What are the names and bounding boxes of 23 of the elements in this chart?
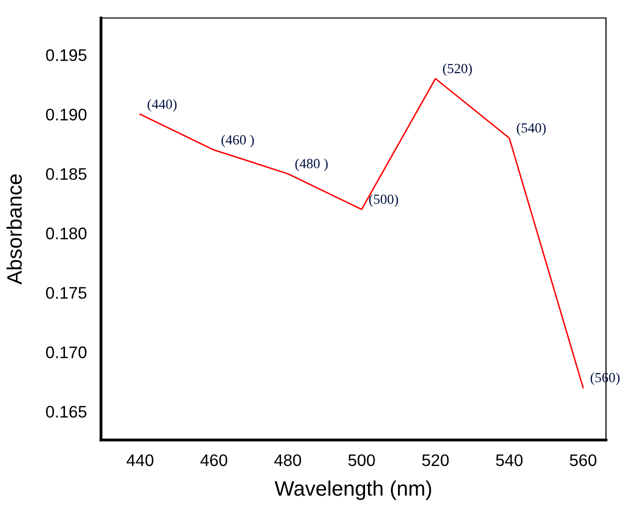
annotation: (440) bbox=[148, 99, 177, 112]
x-tick-label: 500 bbox=[348, 454, 375, 466]
x-tick-label: 460 bbox=[200, 454, 228, 466]
x-tick-label: 520 bbox=[422, 454, 449, 466]
annotation: (500) bbox=[369, 194, 398, 207]
x-tick-label: 560 bbox=[570, 454, 596, 466]
y-axis-title: Absorbance bbox=[6, 174, 22, 285]
y-tick-label: 0.170 bbox=[46, 346, 86, 358]
annotation: (520) bbox=[443, 63, 472, 76]
x-tick-label: 480 bbox=[274, 454, 302, 466]
annotation: (460 ) bbox=[222, 134, 254, 148]
y-tick-label: 0.190 bbox=[46, 108, 86, 120]
line-series bbox=[139, 78, 584, 388]
y-tick-label: 0.180 bbox=[46, 228, 86, 240]
annotation: (480 ) bbox=[295, 158, 328, 172]
y-tick-label: 0.195 bbox=[46, 49, 86, 62]
x-tick-label: 540 bbox=[496, 454, 523, 466]
annotation: (540) bbox=[516, 122, 546, 136]
x-tick-label: 440 bbox=[126, 454, 154, 466]
x-axis-title: Wavelength (nm) bbox=[274, 480, 432, 500]
y-tick-label: 0.175 bbox=[46, 287, 86, 299]
y-tick-label: 0.165 bbox=[46, 406, 86, 418]
y-tick-label: 0.185 bbox=[46, 168, 86, 180]
